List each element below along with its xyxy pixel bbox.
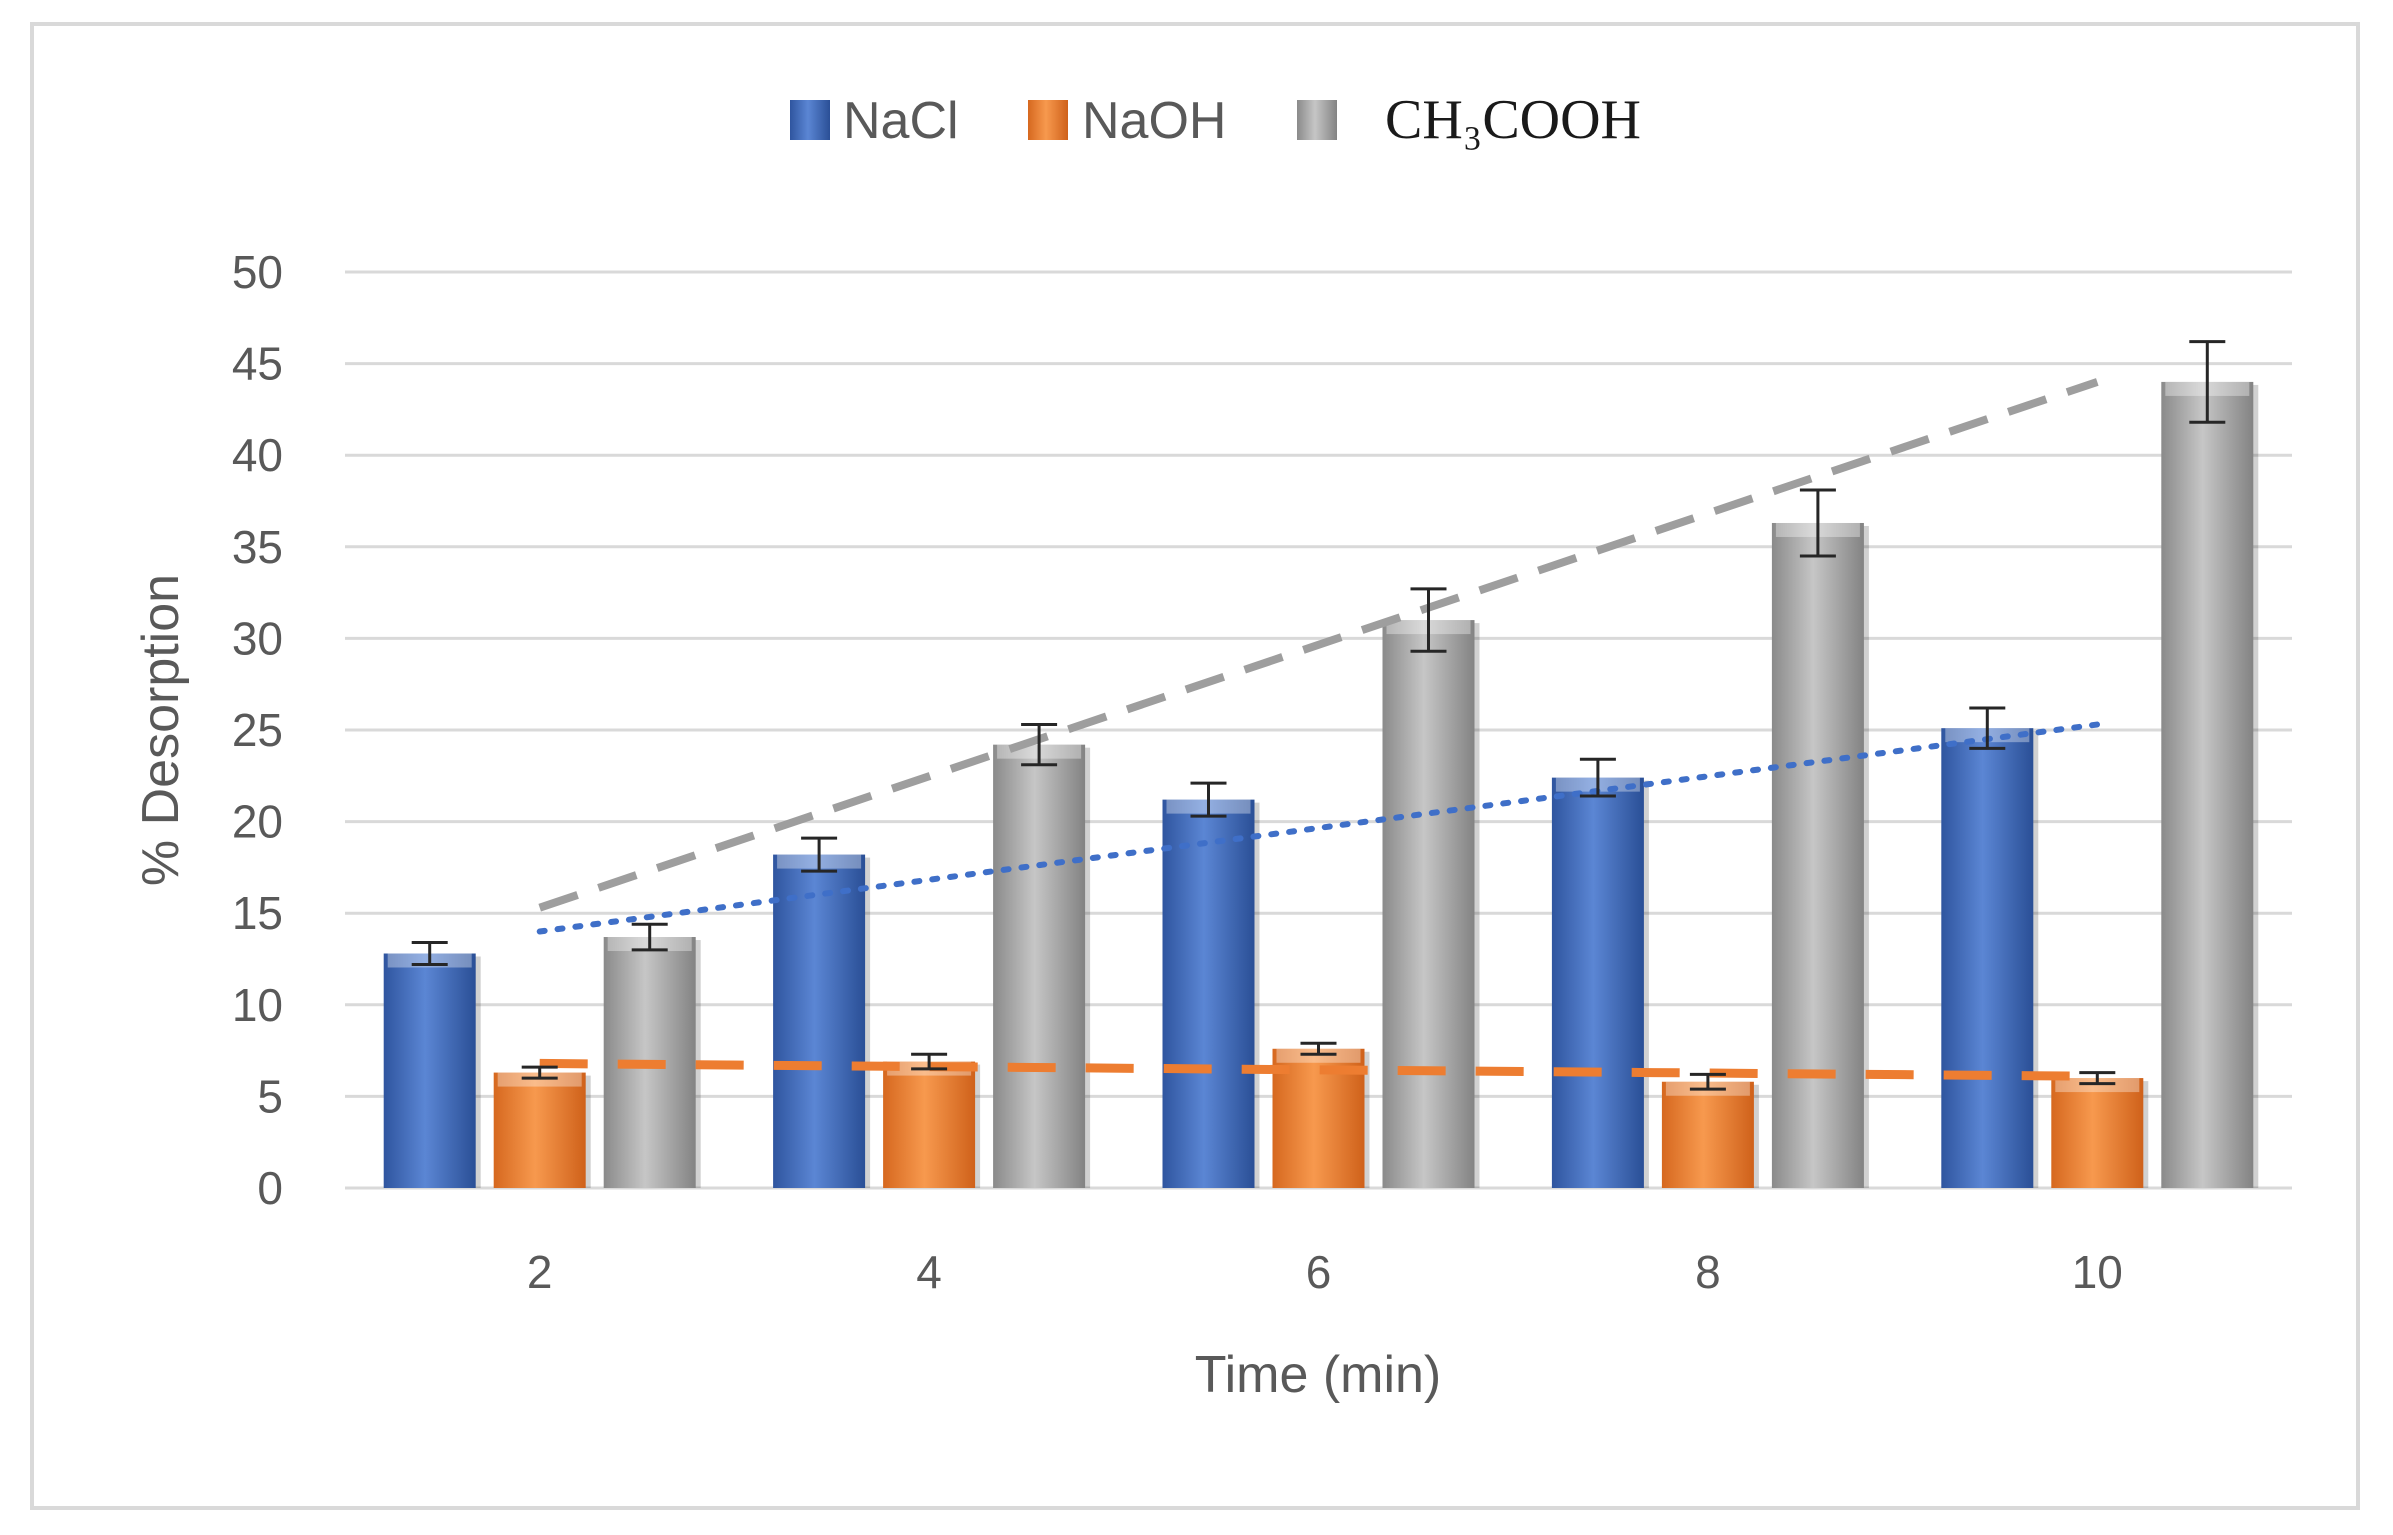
x-tick-label: 10: [2072, 1246, 2123, 1298]
y-tick-label: 10: [232, 979, 283, 1031]
legend: NaCl NaOH CH₃COOH: [790, 89, 1641, 151]
error-bar: [631, 922, 668, 952]
legend-label: NaCl: [843, 92, 959, 150]
y-axis-ticks: 0 5 10 15 20 25 30 35 40 45 50: [232, 246, 283, 1214]
error-bars: [411, 340, 2226, 1091]
error-bar: [1799, 488, 1836, 558]
x-tick-label: 6: [1306, 1246, 1332, 1298]
x-tick-label: 8: [1695, 1246, 1721, 1298]
trendline-ch3cooh: [538, 378, 2099, 912]
bar-top-highlight: [2055, 1078, 2140, 1093]
y-tick-label: 0: [257, 1162, 283, 1214]
x-tick-label: 2: [527, 1246, 553, 1298]
bar: [1941, 728, 2034, 1188]
legend-label: CH₃COOH: [1385, 89, 1641, 151]
trendline-naoh: [539, 1058, 2098, 1081]
bar-top-highlight: [1276, 1048, 1361, 1063]
bar: [1771, 522, 1864, 1188]
bar-top-highlight: [497, 1072, 582, 1087]
y-tick-label: 30: [232, 612, 283, 664]
y-axis-title: % Desorption: [132, 574, 190, 886]
error-bar: [1190, 781, 1227, 818]
y-tick-label: 20: [232, 796, 283, 848]
y-tick-label: 40: [232, 429, 283, 481]
bar: [773, 854, 866, 1188]
error-bar: [521, 1065, 558, 1080]
y-tick-label: 45: [232, 338, 283, 390]
bar: [383, 953, 476, 1188]
y-tick-label: 15: [232, 887, 283, 939]
error-bar: [1021, 723, 1058, 767]
y-tick-label: 5: [257, 1070, 283, 1122]
trendlines: [536, 378, 2101, 1081]
bar: [493, 1072, 586, 1188]
bar: [1551, 777, 1644, 1188]
error-bar: [1689, 1072, 1726, 1091]
error-bar: [411, 941, 448, 966]
y-tick-label: 25: [232, 704, 283, 756]
y-tick-label: 35: [232, 521, 283, 573]
bar: [2161, 381, 2254, 1188]
bar: [1661, 1081, 1754, 1188]
legend-swatch: [1028, 100, 1068, 140]
error-bar: [2079, 1071, 2116, 1086]
bar: [883, 1061, 976, 1188]
error-bar: [911, 1052, 948, 1071]
legend-swatch: [1297, 100, 1337, 140]
bar: [1162, 799, 1255, 1188]
x-tick-label: 4: [916, 1246, 942, 1298]
error-bar: [1300, 1041, 1337, 1056]
error-bar: [1969, 706, 2006, 750]
x-axis-title: Time (min): [1195, 1346, 1442, 1404]
error-bar: [801, 836, 838, 873]
error-bar: [1410, 587, 1447, 653]
legend-label: NaOH: [1082, 92, 1226, 150]
y-tick-label: 50: [232, 246, 283, 298]
bars: [383, 381, 2259, 1188]
bar: [993, 744, 1086, 1188]
error-bar: [2189, 340, 2226, 424]
error-bar: [1579, 757, 1616, 798]
x-axis-ticks: 2 4 6 8 10: [527, 1246, 2123, 1298]
legend-swatch: [790, 100, 830, 140]
bar: [1382, 620, 1475, 1188]
bar: [2051, 1078, 2144, 1188]
